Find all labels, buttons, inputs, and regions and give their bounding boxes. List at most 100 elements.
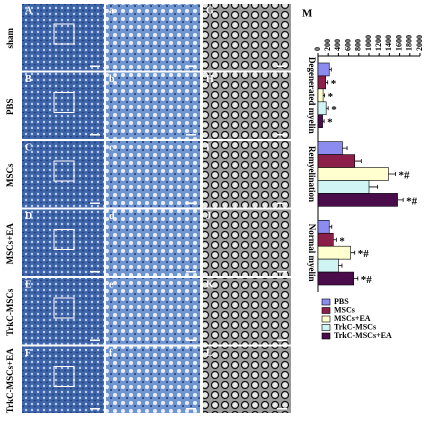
legend-swatch	[321, 315, 331, 323]
panel-label: a	[109, 5, 114, 16]
legend-label: MSCs+EA	[334, 314, 371, 323]
legend-swatch	[321, 298, 331, 306]
micrograph	[22, 278, 104, 345]
legend-label: MSCs	[334, 305, 355, 314]
row-label: MSCs	[5, 163, 15, 187]
row-label: PBS	[5, 98, 15, 115]
micrograph	[22, 141, 104, 208]
legend-swatch	[321, 324, 331, 331]
error-bar	[350, 250, 356, 255]
panel-label: B	[25, 74, 32, 85]
inset-box	[53, 160, 75, 182]
panel-label: e	[109, 279, 114, 290]
micrograph	[22, 209, 104, 276]
micrograph	[22, 72, 104, 139]
bar	[317, 62, 330, 77]
x-tick-label: 2000	[415, 35, 424, 51]
bar	[317, 101, 327, 116]
micrograph	[203, 4, 291, 71]
bar	[317, 258, 339, 273]
image-panels: sham A a G PBS B b H MSCs C c I MSCs+EA D d J TrkC-MSCs E…	[5, 4, 291, 413]
micrograph	[106, 278, 200, 345]
x-tick-label: 200	[323, 39, 332, 51]
micrograph	[203, 72, 291, 139]
significance-marker: *#	[406, 195, 418, 207]
bar-chart: M 0 200 400 600 800 1000 1200 1400 1600 1800 2000 De…	[302, 8, 424, 340]
legend-swatch	[321, 332, 331, 340]
error-bar	[326, 106, 329, 111]
error-bar	[323, 93, 326, 98]
micrograph	[203, 209, 291, 276]
micrograph	[22, 4, 104, 71]
error-bar	[322, 119, 325, 124]
significance-marker: *	[331, 78, 337, 90]
panel-label: I	[206, 142, 210, 153]
inset-box	[53, 366, 75, 387]
error-bar	[369, 184, 379, 189]
significance-marker: *	[327, 117, 333, 129]
micrograph	[203, 346, 291, 413]
scale-bar	[186, 408, 196, 410]
panel-label: c	[109, 142, 114, 153]
inset-box	[53, 92, 75, 113]
scale-bar	[277, 271, 287, 273]
bar	[317, 245, 351, 260]
panel-label: J	[206, 211, 211, 222]
micrograph	[106, 72, 200, 139]
scale-bar	[90, 271, 100, 273]
error-bar	[354, 159, 362, 164]
x-tick-label: 0	[313, 47, 322, 51]
error-bar	[329, 224, 333, 229]
error-bar	[342, 146, 348, 151]
scale-bar	[90, 134, 100, 136]
x-tick-label: 1800	[405, 35, 414, 51]
panel-label: f	[109, 348, 113, 359]
legend-label: PBS	[334, 297, 349, 306]
bar	[317, 180, 370, 194]
scale-bar	[277, 202, 287, 204]
scale-bar	[277, 65, 287, 67]
micrograph	[203, 278, 291, 345]
scale-bar	[277, 408, 287, 410]
scale-bar	[90, 339, 100, 341]
inset-box	[53, 23, 75, 45]
error-bar	[333, 237, 337, 242]
error-bar	[325, 80, 329, 85]
row-label: TrkC-MSCs+EA	[5, 348, 15, 413]
x-tick-label: 1400	[384, 35, 393, 51]
legend-label: TrkC-MSCs+EA	[334, 331, 392, 340]
legend-swatch	[321, 307, 331, 314]
significance-marker: *	[339, 235, 345, 247]
scale-bar	[186, 65, 196, 67]
panel-label: G	[206, 5, 214, 16]
scale-bar	[277, 134, 287, 136]
significance-marker: *#	[358, 248, 370, 260]
scale-bar	[186, 271, 196, 273]
bar	[317, 114, 323, 128]
x-tick-label: 1600	[394, 35, 403, 51]
error-bar	[329, 67, 332, 72]
panel-label: L	[206, 348, 213, 359]
bar	[317, 141, 343, 155]
bar	[317, 75, 326, 90]
significance-marker: *#	[361, 274, 373, 286]
inset-box	[53, 297, 75, 319]
panel-label: E	[25, 279, 32, 290]
scale-bar	[186, 134, 196, 136]
micrograph	[106, 209, 200, 276]
significance-marker: *#	[399, 170, 411, 182]
bar	[317, 271, 355, 286]
scale-bar	[90, 202, 100, 204]
micrograph	[106, 346, 200, 413]
legend-label: TrkC-MSCs	[334, 322, 376, 331]
x-tick-label: 600	[343, 39, 352, 51]
panel-label: d	[109, 211, 115, 222]
panel-label: A	[25, 5, 33, 16]
inset-box	[53, 229, 75, 250]
panel-label: F	[25, 348, 31, 359]
scale-bar	[186, 339, 196, 341]
panel-label: K	[206, 279, 214, 290]
micrograph	[203, 141, 291, 208]
bar	[317, 220, 330, 234]
